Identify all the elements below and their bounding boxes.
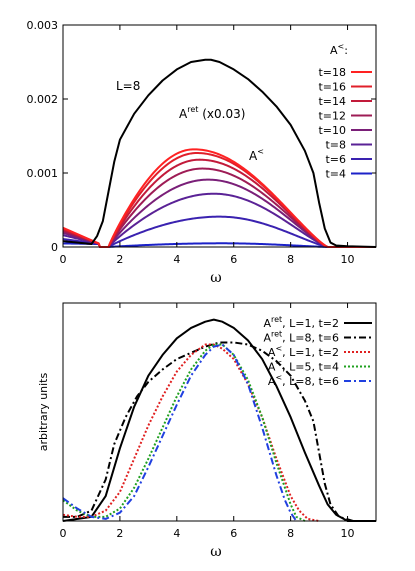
top-x-tick-label: 6 (230, 253, 237, 266)
bottom-series-line (62, 343, 320, 522)
top-x-tick-label: 4 (173, 253, 180, 266)
bottom-legend-label: A<, L=5, t=4 (268, 359, 339, 374)
top-legend-label: t=14 (318, 95, 346, 108)
top-y-tick-label: 0 (51, 241, 58, 254)
top-y-tick-label: 0.003 (27, 19, 59, 32)
top-legend-label: t=6 (325, 153, 346, 166)
top-legend-label: t=4 (325, 168, 346, 181)
bottom-x-axis-label: ω (210, 544, 221, 560)
top-panel: 0 2 4 6 8 10 0 0.001 0.002 0.003 L=8 Aret (x0.03)… (27, 19, 377, 286)
top-y-tick-label: 0.002 (27, 93, 59, 106)
top-y-tick-label: 0.001 (27, 167, 59, 180)
top-legend-label: t=10 (318, 124, 346, 137)
top-legend-label: t=12 (318, 110, 346, 123)
bottom-x-tick-label: 8 (287, 527, 294, 540)
aless-annotation: A< (249, 147, 264, 163)
bottom-x-tick-label: 6 (230, 527, 237, 540)
top-x-tick-label: 0 (60, 253, 67, 266)
bottom-series-line (62, 343, 306, 522)
top-legend-title: A<: (330, 42, 348, 57)
top-legend-label: t=16 (318, 81, 346, 94)
aret-annotation: Aret (x0.03) (179, 105, 245, 121)
bottom-legend-label: A<, L=8, t=6 (268, 373, 339, 388)
bottom-y-axis-label: arbitrary units (37, 373, 50, 452)
bottom-legend-label: A<, L=1, t=2 (268, 344, 339, 359)
system-size-label: L=8 (116, 79, 140, 93)
bottom-x-tick-label: 0 (60, 527, 67, 540)
bottom-curves (62, 318, 376, 522)
top-x-axis-label: ω (210, 270, 221, 286)
top-legend-label: t=8 (325, 139, 346, 152)
top-legend-label: t=18 (318, 66, 346, 79)
bottom-legend-label: Aret, L=1, t=2 (263, 315, 339, 330)
top-plot-frame (62, 24, 377, 248)
top-curves (62, 58, 377, 248)
aret-curve (62, 58, 377, 248)
bottom-series-line (62, 318, 376, 522)
bottom-plot-frame (62, 302, 377, 522)
bottom-legend-label: Aret, L=8, t=6 (263, 330, 339, 345)
top-x-tick-label: 2 (116, 253, 123, 266)
top-ticks: 0 2 4 6 8 10 0 0.001 0.002 0.003 (27, 19, 376, 266)
top-x-tick-label: 10 (341, 253, 355, 266)
bottom-x-tick-label: 2 (116, 527, 123, 540)
top-series-line (62, 148, 376, 248)
bottom-series-line (62, 343, 298, 522)
top-legend: t=18 t=16t=14 t=12t=10 t=8t=6 t=4 (318, 66, 372, 181)
top-x-tick-label: 8 (287, 253, 294, 266)
bottom-x-tick-label: 4 (173, 527, 180, 540)
bottom-x-tick-label: 10 (341, 527, 355, 540)
bottom-series-line (63, 341, 376, 522)
bottom-ticks: 0 2 4 6 8 10 (60, 303, 355, 540)
